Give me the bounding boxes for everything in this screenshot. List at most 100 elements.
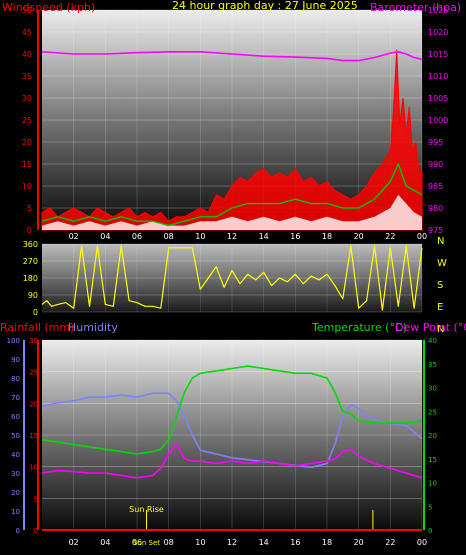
temperature-tick-label: 0 bbox=[428, 527, 432, 535]
barometer-tick-label: 1005 bbox=[428, 94, 448, 103]
wind-x-tick-label: 18 bbox=[322, 232, 332, 241]
direction-tick-label: 0 bbox=[33, 308, 38, 317]
humidity-tick-label: 80 bbox=[11, 375, 20, 383]
wind-x-tick-label: 06 bbox=[132, 232, 142, 241]
humidity-tick-label: 70 bbox=[11, 394, 20, 402]
direction-tick-label: 180 bbox=[23, 274, 38, 283]
barometer-tick-label: 980 bbox=[428, 204, 443, 213]
windspeed-series bbox=[41, 49, 423, 231]
windspeed-tick-label: 15 bbox=[22, 160, 32, 169]
windspeed-tick-label: 50 bbox=[22, 6, 32, 15]
rainfall-tick-label: 5 bbox=[34, 495, 38, 503]
barometer-tick-label: 995 bbox=[428, 138, 443, 147]
temperature-tick-label: 40 bbox=[428, 337, 437, 345]
temp-x-tick-label: 12 bbox=[227, 538, 237, 547]
humidity-tick-label: 10 bbox=[11, 508, 20, 516]
temp-x-tick-label: 02 bbox=[69, 538, 79, 547]
humidity-tick-label: 90 bbox=[11, 356, 20, 364]
compass-label: W bbox=[437, 258, 447, 269]
windspeed-axis-title: Windspeed (kph) bbox=[2, 1, 95, 14]
windspeed-tick-label: 45 bbox=[22, 28, 32, 37]
average-wind-series bbox=[41, 163, 423, 227]
temperature-tick-label: 25 bbox=[428, 408, 437, 416]
temperature-tick-label: 35 bbox=[428, 361, 437, 369]
temp-axis-labels: 0102030405060708090100051015202530051015… bbox=[7, 337, 437, 547]
wind-x-tick-label: 00 bbox=[417, 232, 427, 241]
direction-tick-label: 90 bbox=[28, 291, 38, 300]
wind-x-tick-label: 12 bbox=[227, 232, 237, 241]
temp-plot-area bbox=[42, 340, 422, 530]
rainfall-tick-label: 15 bbox=[29, 432, 38, 440]
wind-x-tick-label: 14 bbox=[259, 232, 269, 241]
temperature-axis-title: Temperature (°C) bbox=[311, 321, 407, 334]
humidity-tick-label: 30 bbox=[11, 470, 20, 478]
graph-title: 24 hour graph day : 27 June 2025 bbox=[172, 0, 358, 12]
windspeed-tick-label: 25 bbox=[22, 116, 32, 125]
temp-x-tick-label: 08 bbox=[164, 538, 174, 547]
humidity-tick-label: 50 bbox=[11, 432, 20, 440]
temp-x-tick-label: 18 bbox=[322, 538, 332, 547]
temp-x-tick-label: 22 bbox=[385, 538, 395, 547]
temperature-tick-label: 20 bbox=[428, 432, 437, 440]
barometer-tick-label: 975 bbox=[428, 226, 443, 235]
wind-direction-series bbox=[41, 245, 423, 311]
wind-series-group bbox=[41, 49, 423, 231]
barometer-tick-label: 1025 bbox=[428, 6, 448, 15]
barometer-axis-title: Barometer (hpa) bbox=[370, 1, 461, 14]
compass-label: E bbox=[437, 302, 443, 313]
temp-x-tick-label: 06 bbox=[132, 538, 142, 547]
humidity-series bbox=[41, 392, 423, 469]
rainfall-tick-label: 25 bbox=[29, 369, 38, 377]
wind-x-tick-label: 10 bbox=[195, 232, 205, 241]
barometer-tick-label: 1000 bbox=[428, 116, 448, 125]
humidity-tick-label: 100 bbox=[7, 337, 20, 345]
humidity-tick-label: 60 bbox=[11, 413, 20, 421]
temp-x-tick-label: 14 bbox=[259, 538, 269, 547]
temperature-tick-label: 30 bbox=[428, 385, 437, 393]
barometer-tick-label: 1010 bbox=[428, 72, 448, 81]
rainfall-tick-label: 30 bbox=[29, 337, 38, 345]
temp-humidity-chart: 0102030405060708090100051015202530051015… bbox=[0, 321, 466, 547]
wind-x-tick-label: 08 bbox=[164, 232, 174, 241]
temperature-tick-label: 5 bbox=[428, 503, 432, 511]
compass-label: S bbox=[437, 280, 443, 291]
rainfall-tick-label: 10 bbox=[29, 464, 38, 472]
humidity-tick-label: 20 bbox=[11, 489, 20, 497]
windspeed-tick-label: 10 bbox=[22, 182, 32, 191]
wind-x-tick-label: 16 bbox=[290, 232, 300, 241]
barometer-series bbox=[41, 51, 423, 62]
temperature-tick-label: 10 bbox=[428, 480, 437, 488]
windspeed-tick-label: 0 bbox=[27, 226, 32, 235]
barometer-tick-label: 985 bbox=[428, 182, 443, 191]
wind-x-tick-label: 04 bbox=[100, 232, 110, 241]
humidity-tick-label: 40 bbox=[11, 451, 20, 459]
wind-x-tick-label: 22 bbox=[385, 232, 395, 241]
dew-point-series bbox=[41, 443, 423, 479]
barometer-tick-label: 990 bbox=[428, 160, 443, 169]
barometer-tick-label: 1020 bbox=[428, 28, 448, 37]
compass-label: N bbox=[437, 236, 444, 247]
rainfall-tick-label: 20 bbox=[29, 400, 38, 408]
dew-point-axis-title: Dew Point (°C) bbox=[395, 321, 466, 334]
temp-x-tick-label: 20 bbox=[354, 538, 364, 547]
windspeed-tick-label: 35 bbox=[22, 72, 32, 81]
temperature-tick-label: 15 bbox=[428, 456, 437, 464]
windspeed-tick-label: 30 bbox=[22, 94, 32, 103]
temp-x-tick-label: 04 bbox=[100, 538, 110, 547]
direction-series-group bbox=[41, 245, 423, 311]
direction-tick-label: 360 bbox=[23, 240, 38, 249]
direction-grid bbox=[42, 243, 423, 313]
rainfall-tick-label: 0 bbox=[34, 527, 38, 535]
direction-tick-label: 270 bbox=[23, 257, 38, 266]
windspeed-tick-label: 5 bbox=[27, 204, 32, 213]
low-wind-series bbox=[42, 194, 422, 230]
wind-x-tick-label: 02 bbox=[69, 232, 79, 241]
barometer-tick-label: 1015 bbox=[428, 50, 448, 59]
rainfall-axis-title: Rainfall (mm) bbox=[0, 321, 74, 334]
humidity-axis-title: Humidity bbox=[68, 321, 118, 334]
temp-x-tick-label: 16 bbox=[290, 538, 300, 547]
